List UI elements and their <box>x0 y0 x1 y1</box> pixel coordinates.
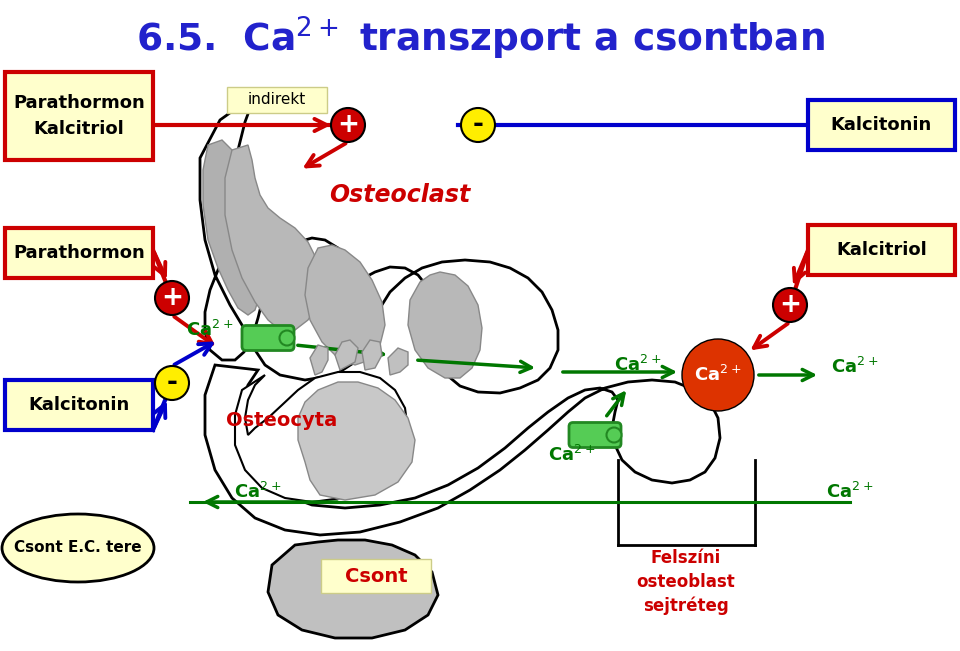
Text: Ca$^{2+}$: Ca$^{2+}$ <box>186 320 233 340</box>
Polygon shape <box>205 365 720 535</box>
Circle shape <box>607 428 621 443</box>
Text: Osteoclast: Osteoclast <box>329 183 470 207</box>
Text: indirekt: indirekt <box>248 92 306 107</box>
Text: +: + <box>161 285 183 311</box>
Polygon shape <box>298 382 415 500</box>
Polygon shape <box>305 245 385 365</box>
Text: Ca$^{2+}$: Ca$^{2+}$ <box>827 482 874 502</box>
Text: Csont: Csont <box>345 566 407 585</box>
Polygon shape <box>203 140 260 315</box>
Text: Ca$^{2+}$: Ca$^{2+}$ <box>548 445 595 465</box>
Circle shape <box>682 339 754 411</box>
Circle shape <box>155 366 189 400</box>
Text: Felszíni
osteoblast
sejtréteg: Felszíni osteoblast sejtréteg <box>636 549 735 615</box>
Text: -: - <box>167 370 178 396</box>
Text: Csont E.C. tere: Csont E.C. tere <box>14 540 142 555</box>
Circle shape <box>331 108 365 142</box>
Polygon shape <box>200 95 558 393</box>
Ellipse shape <box>2 514 154 582</box>
Text: Ca$^{2+}$: Ca$^{2+}$ <box>831 357 878 377</box>
Text: 6.5.  Ca$^{2+}$ transzport a csontban: 6.5. Ca$^{2+}$ transzport a csontban <box>135 14 825 62</box>
Text: Ca$^{2+}$: Ca$^{2+}$ <box>614 355 661 375</box>
Text: Ca$^{2+}$: Ca$^{2+}$ <box>694 365 742 385</box>
Polygon shape <box>310 345 328 375</box>
Text: Parathormon: Parathormon <box>13 244 145 262</box>
Polygon shape <box>235 372 408 502</box>
Polygon shape <box>362 340 382 370</box>
Circle shape <box>461 108 495 142</box>
Polygon shape <box>335 340 358 370</box>
FancyBboxPatch shape <box>808 225 955 275</box>
Text: Kalcitonin: Kalcitonin <box>830 116 932 134</box>
Text: +: + <box>779 292 801 318</box>
Polygon shape <box>225 145 322 330</box>
Text: Parathormon
Kalcitriol: Parathormon Kalcitriol <box>13 94 145 137</box>
Polygon shape <box>408 272 482 378</box>
FancyBboxPatch shape <box>321 559 431 593</box>
FancyBboxPatch shape <box>569 422 621 447</box>
FancyBboxPatch shape <box>5 72 153 160</box>
Polygon shape <box>268 540 438 638</box>
FancyBboxPatch shape <box>808 100 955 150</box>
Text: Ca$^{2+}$: Ca$^{2+}$ <box>234 482 281 502</box>
Text: -: - <box>472 112 484 138</box>
FancyBboxPatch shape <box>242 326 294 350</box>
Circle shape <box>279 331 295 346</box>
Text: Kalcitriol: Kalcitriol <box>836 241 926 259</box>
FancyBboxPatch shape <box>5 380 153 430</box>
FancyBboxPatch shape <box>227 87 327 113</box>
Text: Osteocyta: Osteocyta <box>227 411 338 430</box>
Polygon shape <box>388 348 408 375</box>
Text: +: + <box>337 112 359 138</box>
Text: Kalcitonin: Kalcitonin <box>29 396 130 414</box>
Circle shape <box>155 281 189 315</box>
FancyBboxPatch shape <box>5 228 153 278</box>
Circle shape <box>773 288 807 322</box>
